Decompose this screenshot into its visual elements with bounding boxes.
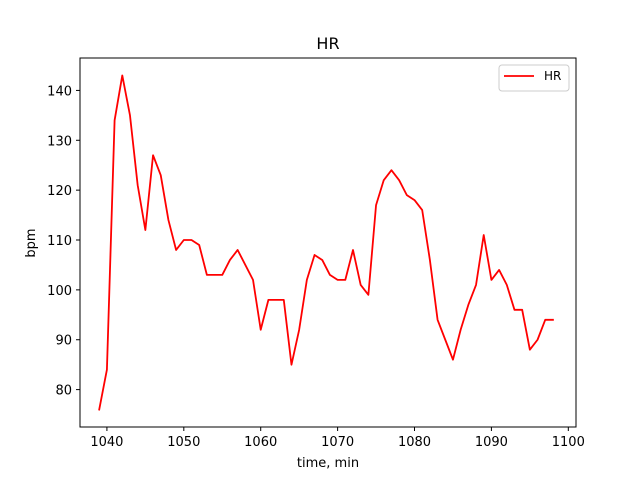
y-tick-label: 120 — [47, 184, 72, 199]
legend-box — [498, 64, 570, 92]
y-tick-label: 110 — [47, 234, 72, 249]
y-tick-label: 140 — [47, 84, 72, 99]
x-tick-label: 1090 — [475, 435, 508, 450]
series-line-hr — [98, 74, 554, 411]
x-tick-label: 1080 — [398, 435, 431, 450]
y-tick-label: 80 — [55, 384, 72, 399]
x-axis-ticks: 1040 1050 1060 1070 1080 1090 1100 — [90, 427, 585, 450]
chart-title: HR — [316, 34, 339, 53]
x-axis-label: time, min — [297, 456, 359, 471]
y-tick-label: 100 — [47, 284, 72, 299]
x-tick-label: 1050 — [167, 435, 200, 450]
plot-frame — [79, 57, 577, 428]
x-tick-label: 1070 — [321, 435, 354, 450]
y-axis-ticks: 80 90 100 110 120 130 140 — [47, 84, 80, 399]
legend-label-hr: HR — [544, 69, 561, 83]
y-axis-label: bpm — [24, 228, 39, 257]
x-tick-label: 1100 — [552, 435, 585, 450]
legend: HR — [498, 64, 570, 92]
x-tick-label: 1040 — [90, 435, 123, 450]
y-tick-label: 90 — [55, 334, 72, 349]
x-tick-label: 1060 — [244, 435, 277, 450]
series-layer — [98, 74, 554, 411]
y-tick-label: 130 — [47, 134, 72, 149]
